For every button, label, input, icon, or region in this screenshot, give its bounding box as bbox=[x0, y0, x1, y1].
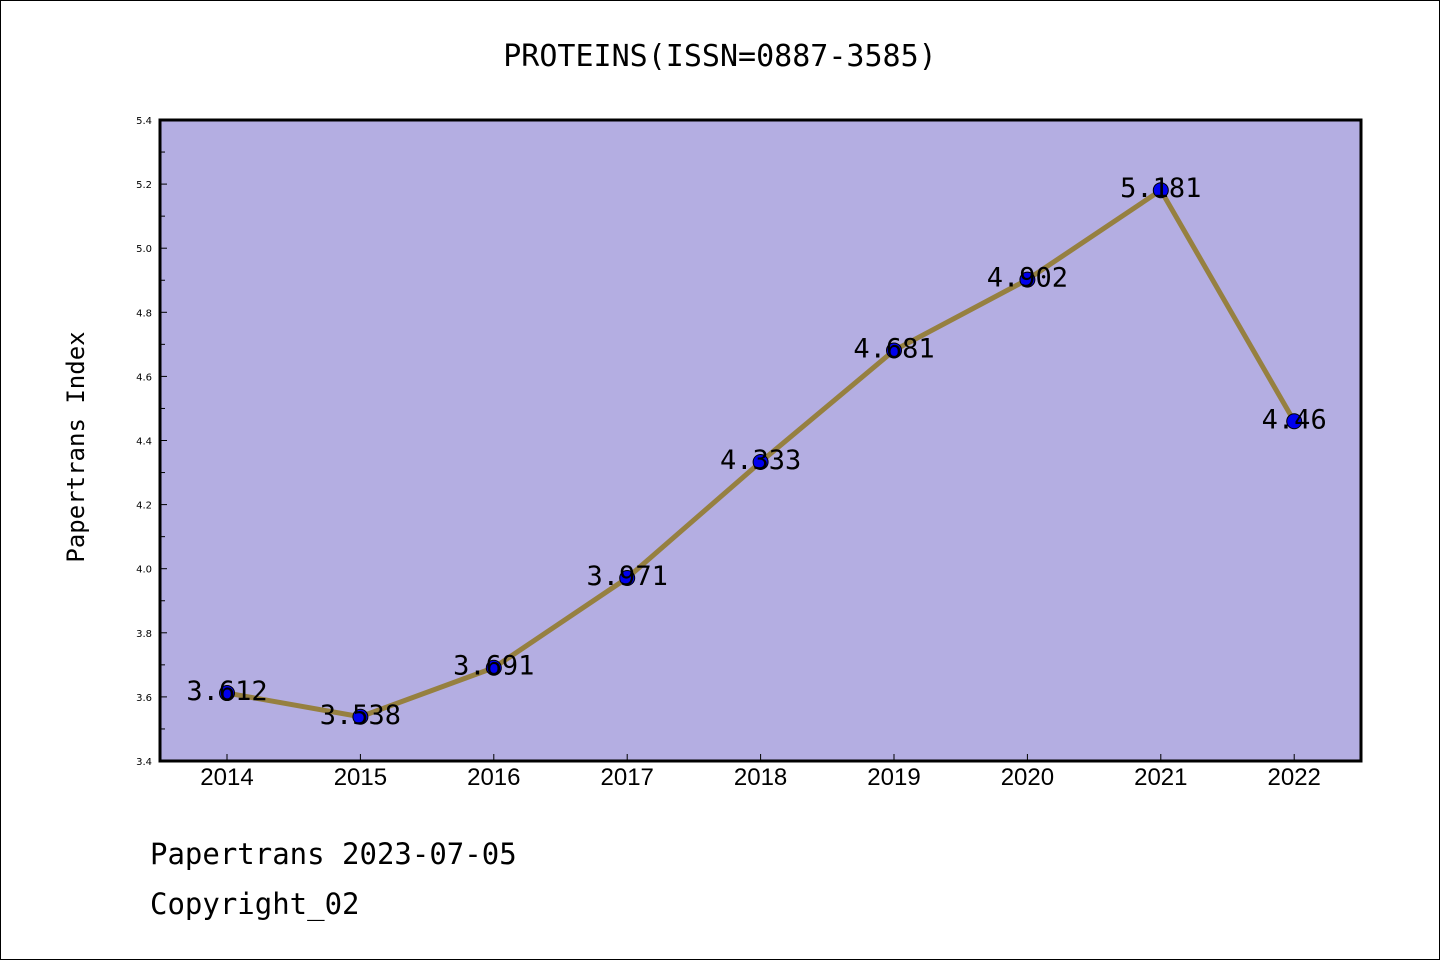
data-point bbox=[619, 569, 636, 586]
data-label: 4.902 bbox=[987, 263, 1068, 294]
x-tick-label: 2019 bbox=[867, 764, 920, 791]
x-tick-label: 2022 bbox=[1268, 764, 1321, 791]
x-tick-label: 2018 bbox=[734, 764, 787, 791]
y-tick-label: 3.4 bbox=[136, 757, 152, 768]
x-axis: 2014 2015 2016 2017 2018 2019 2020 2021 2022 bbox=[200, 754, 1321, 791]
plot-area bbox=[160, 120, 1361, 761]
data-label: 4.333 bbox=[720, 445, 801, 476]
x-tick-label: 2016 bbox=[467, 764, 520, 791]
data-point bbox=[485, 659, 502, 676]
y-tick-label: 4.6 bbox=[136, 372, 152, 383]
footer-copyright: Copyright_02 bbox=[150, 887, 360, 922]
data-label: 3.971 bbox=[587, 561, 668, 592]
series-line-group bbox=[219, 182, 1303, 725]
y-tick-label: 4.2 bbox=[136, 501, 152, 512]
y-tick-label: 4.4 bbox=[136, 437, 152, 448]
data-point bbox=[1019, 271, 1036, 288]
chart-title: PROTEINS(ISSN=0887-3585) bbox=[503, 39, 936, 74]
data-label: 4.46 bbox=[1262, 404, 1327, 435]
data-label: 3.538 bbox=[320, 700, 401, 731]
plot-border bbox=[158, 118, 1363, 763]
y-tick-label: 3.6 bbox=[136, 693, 152, 704]
x-tick-label: 2021 bbox=[1134, 764, 1187, 791]
data-label: 5.181 bbox=[1120, 173, 1201, 204]
y-tick-label: 3.8 bbox=[136, 629, 152, 640]
footer-date: Papertrans 2023-07-05 bbox=[150, 837, 517, 871]
y-tick-label: 5.0 bbox=[136, 244, 152, 255]
y-tick-label: 5.4 bbox=[136, 116, 152, 127]
data-label: 3.691 bbox=[453, 651, 534, 682]
data-label: 4.681 bbox=[853, 333, 934, 364]
data-point bbox=[219, 685, 235, 702]
data-point bbox=[886, 342, 902, 359]
x-tick-label: 2017 bbox=[601, 764, 654, 791]
y-tick-label: 4.8 bbox=[136, 308, 152, 319]
x-tick-label: 2020 bbox=[1001, 764, 1054, 791]
data-point bbox=[1286, 413, 1303, 430]
data-point bbox=[1152, 182, 1169, 199]
data-label: 3.612 bbox=[186, 676, 267, 707]
y-tick-label: 5.2 bbox=[136, 180, 152, 191]
y-tick-label: 4.0 bbox=[136, 565, 152, 576]
y-axis: 3.4 3.6 3.8 4.0 4.2 4.4 4.6 4.8 5.0 5.2 5.4 bbox=[136, 116, 167, 768]
y-axis-label: Papertrans Index bbox=[62, 331, 90, 562]
data-label-group: 3.612 3.538 3.691 3.971 4.333 4.681 4.902 5.181… bbox=[186, 173, 1326, 731]
data-point bbox=[752, 453, 769, 470]
x-tick-label: 2015 bbox=[334, 764, 387, 791]
data-point bbox=[352, 708, 369, 725]
x-tick-label: 2014 bbox=[200, 764, 253, 791]
